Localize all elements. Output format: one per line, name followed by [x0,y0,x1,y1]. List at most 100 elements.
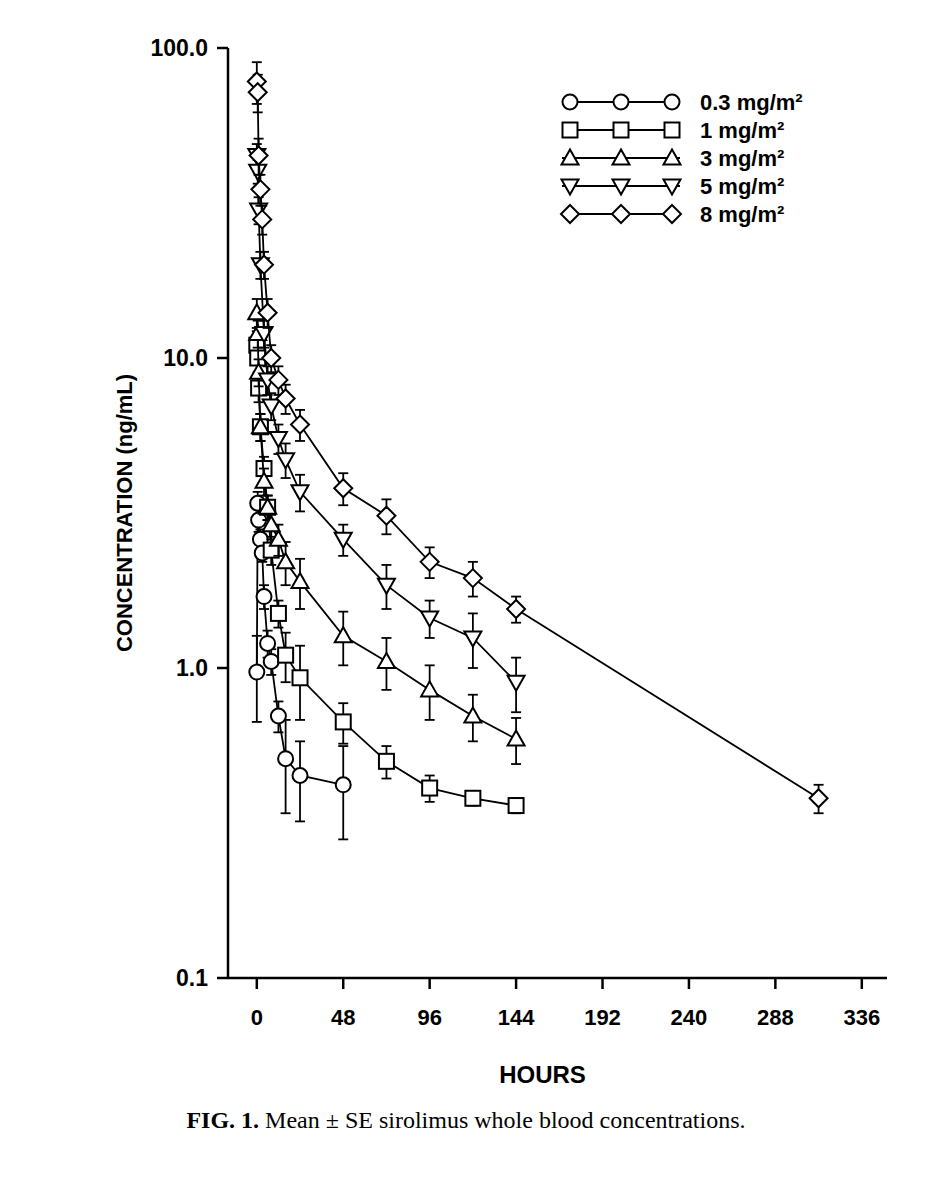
data-point [263,400,280,415]
legend-marker [612,205,630,223]
error-cap [425,600,435,602]
error-cap [381,745,391,747]
error-cap [511,622,521,624]
y-tick-label: 0.1 [176,965,208,991]
data-point [250,147,268,165]
error-cap [295,821,305,823]
series [248,62,828,813]
data-point [508,731,525,746]
error-cap [511,763,521,765]
data-point [251,180,269,198]
y-tick-label: 100.0 [150,35,208,61]
y-tick-label: 1.0 [176,655,208,681]
x-tick [515,978,518,989]
caption-text: Mean ± SE sirolimus whole blood concentr… [259,1107,745,1133]
series [249,492,350,840]
error-cap [273,600,283,602]
error-cap [468,596,478,598]
data-point [260,636,275,651]
legend-label: 0.3 mg/m² [700,90,803,115]
error-cap [263,495,273,497]
data-point [249,83,267,101]
y-axis-title: CONCENTRATION (ng/mL) [112,374,137,652]
legend-label: 1 mg/m² [700,118,784,143]
error-cap [257,234,267,236]
legend-marker [563,95,578,110]
x-tick-label: 336 [843,1005,880,1030]
data-point [810,789,828,807]
x-tick-label: 192 [584,1005,621,1030]
x-tick-label: 240 [671,1005,708,1030]
data-point [270,531,287,546]
data-point [335,627,352,642]
error-cap [338,838,348,840]
legend-label: 3 mg/m² [700,146,784,171]
error-cap [295,719,305,721]
error-cap [281,584,291,586]
data-point [422,781,437,796]
data-point [465,791,480,806]
series-line [257,313,516,739]
caption-label: FIG. 1. [186,1107,259,1133]
legend-label: 5 mg/m² [700,174,784,199]
data-point [292,573,309,588]
error-cap [252,143,262,145]
y-axis [227,48,230,978]
y-tick-label: 10.0 [163,345,208,371]
error-cap [281,681,291,683]
error-cap [338,555,348,557]
data-point [277,390,295,408]
data-point [334,479,352,497]
data-point [277,553,294,568]
error-cap [338,702,348,704]
x-tick [601,978,604,989]
legend-marker [613,180,630,195]
data-point [270,432,287,447]
error-cap [511,717,521,719]
error-cap [263,298,273,300]
error-cap [255,174,265,176]
error-cap [259,251,269,253]
data-point [421,611,438,626]
error-cap [255,440,265,442]
legend-marker [665,123,680,138]
data-point [293,768,308,783]
y-tick [217,667,228,670]
series [249,331,523,813]
error-cap [273,627,283,629]
legend-marker [614,123,629,138]
legend-marker [664,180,681,195]
error-cap [295,474,305,476]
error-cap [468,613,478,615]
error-cap [281,413,291,415]
data-point [464,631,481,646]
x-tick-label: 48 [331,1005,355,1030]
error-cap [253,491,263,493]
error-cap [255,413,265,415]
error-cap [263,495,273,497]
error-cap [257,205,267,207]
plot-area [248,62,828,839]
error-cap [425,577,435,579]
error-cap [338,664,348,666]
error-cap [295,608,305,610]
error-cap [338,745,348,747]
data-point [293,670,308,685]
error-cap [252,635,262,637]
error-cap [295,645,305,647]
data-point [509,798,524,813]
legend-marker [562,150,579,165]
error-cap [381,608,391,610]
error-cap [266,564,276,566]
data-point [253,210,271,228]
error-cap [425,637,435,639]
data-point [249,665,264,680]
error-cap [381,637,391,639]
x-tick [342,978,345,989]
y-tick [217,357,228,360]
error-cap [295,740,305,742]
data-point [336,777,351,792]
legend-label: 8 mg/m² [700,202,784,227]
data-point [278,751,293,766]
error-cap [266,371,276,373]
